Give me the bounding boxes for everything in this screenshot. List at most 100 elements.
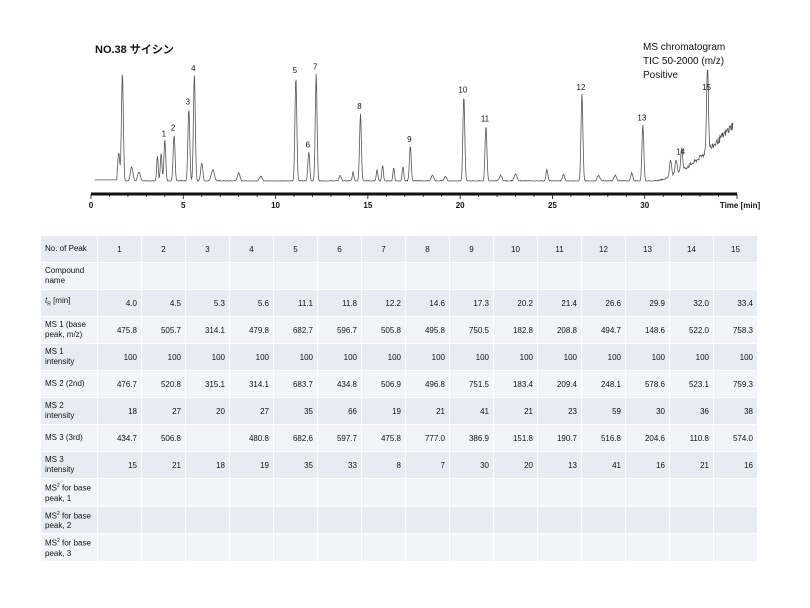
table-cell: 12.2 [361, 289, 406, 317]
peak-label-4: 4 [191, 64, 196, 73]
table-row: MS 1 (base peak, m/z) 475.8 505.7 314.1 479.… [40, 316, 758, 344]
table-cell [229, 478, 274, 507]
table-cell: 505.7 [141, 316, 186, 344]
table-row: Compound name [40, 262, 758, 290]
table-cell: 16 [625, 451, 670, 479]
peak-label-6: 6 [306, 141, 311, 150]
table-cell [317, 533, 362, 562]
row-header: MS 2 (2nd) [40, 370, 98, 398]
table-cell: 522.0 [669, 316, 714, 344]
table-cell [625, 533, 670, 562]
x-tick-label: 0 [89, 201, 94, 210]
table-cell [405, 505, 450, 535]
table-row: MS 2 intensity 18 27 20 27 35 66 19 21 41 21 23 59 30… [40, 397, 758, 425]
table-cell: 4.0 [97, 289, 142, 317]
table-cell [229, 505, 274, 535]
row-header: tR [min] [40, 289, 98, 317]
table-cell: 35 [273, 397, 318, 425]
peak-label-14: 14 [676, 147, 685, 156]
table-cell: 596.7 [317, 316, 362, 344]
x-tick-label: 15 [363, 201, 372, 210]
header-ms: MS [45, 538, 57, 548]
table-cell: 208.8 [537, 316, 582, 344]
table-cell: 506.9 [361, 370, 406, 398]
table-cell: 100 [185, 343, 230, 371]
table-cell: 27 [141, 397, 186, 425]
table-cell: 14.6 [405, 289, 450, 317]
table-cell [317, 262, 362, 290]
table-cell [141, 478, 186, 507]
table-cell: 523.1 [669, 370, 714, 398]
header-ms: MS [45, 483, 57, 493]
table-cell [273, 533, 318, 562]
table-cell: 38 [713, 397, 758, 425]
table-cell [185, 262, 230, 290]
table-cell [229, 533, 274, 562]
row-header: MS2 for base peak, 3 [40, 533, 98, 562]
table-cell: 204.6 [625, 424, 670, 452]
row-header: MS 3 intensity [40, 451, 98, 479]
table-cell: 758.3 [713, 316, 758, 344]
table-cell [273, 262, 318, 290]
table-cell [273, 505, 318, 535]
table-cell: 100 [713, 343, 758, 371]
table-cell: 516.8 [581, 424, 626, 452]
table-cell: 100 [581, 343, 626, 371]
table-cell: 35 [273, 451, 318, 479]
table-cell: 41 [581, 451, 626, 479]
table-cell: 8 [361, 451, 406, 479]
table-row: MS 1 intensity 100 100 100 100 100 100 100 100 10… [40, 343, 758, 371]
header-superscript: 2 [57, 538, 60, 545]
table-cell: 11.8 [317, 289, 362, 317]
table-cell: 574.0 [713, 424, 758, 452]
table-cell: 36 [669, 397, 714, 425]
table-cell [713, 505, 758, 535]
table-row: No. of Peak 1 2 3 4 5 6 7 8 9 10 11 12 13 14 15 [40, 235, 758, 263]
row-header: MS 1 intensity [40, 343, 98, 371]
header-rest: for base peak, 1 [45, 483, 91, 503]
table-cell: 18 [185, 451, 230, 479]
table-cell: 314.1 [229, 370, 274, 398]
table-cell: 100 [493, 343, 538, 371]
peak-label-10: 10 [458, 85, 467, 94]
table-cell: 475.8 [97, 316, 142, 344]
table-cell [669, 505, 714, 535]
table-cell: 100 [229, 343, 274, 371]
peak-label-11: 11 [481, 115, 490, 124]
table-cell: 100 [273, 343, 318, 371]
table-cell [493, 533, 538, 562]
table-cell [361, 505, 406, 535]
table-cell: 15 [713, 235, 758, 263]
table-cell [493, 262, 538, 290]
table-row: MS 3 (3rd) 434.7 506.8 480.8 682.6 597.7 475.8… [40, 424, 758, 452]
table-cell [581, 262, 626, 290]
table-cell [97, 478, 142, 507]
table-row: MS2 for base peak, 2 [40, 505, 758, 535]
table-cell: 682.6 [273, 424, 318, 452]
row-header: MS 1 (base peak, m/z) [40, 316, 98, 344]
table-cell: 100 [361, 343, 406, 371]
table-cell: 20 [185, 397, 230, 425]
table-cell: 495.8 [405, 316, 450, 344]
table-cell: 14 [669, 235, 714, 263]
table-cell: 59 [581, 397, 626, 425]
table-cell [141, 533, 186, 562]
table-cell: 100 [625, 343, 670, 371]
header-superscript: 2 [57, 483, 60, 489]
table-cell: 434.8 [317, 370, 362, 398]
table-cell: 30 [449, 451, 494, 479]
table-cell: 434.7 [97, 424, 142, 452]
header-superscript: 2 [57, 510, 60, 517]
table-cell [625, 262, 670, 290]
table-cell: 13 [537, 451, 582, 479]
table-cell: 8 [405, 235, 450, 263]
peak-label-5: 5 [293, 66, 298, 75]
table-cell [493, 478, 538, 507]
table-cell: 5 [273, 235, 318, 263]
table-cell: 21 [141, 451, 186, 479]
row-header: MS2 for base peak, 2 [40, 505, 98, 535]
table-cell: 578.6 [625, 370, 670, 398]
table-cell: 16 [713, 451, 758, 479]
table-cell [625, 505, 670, 535]
table-cell: 777.0 [405, 424, 450, 452]
